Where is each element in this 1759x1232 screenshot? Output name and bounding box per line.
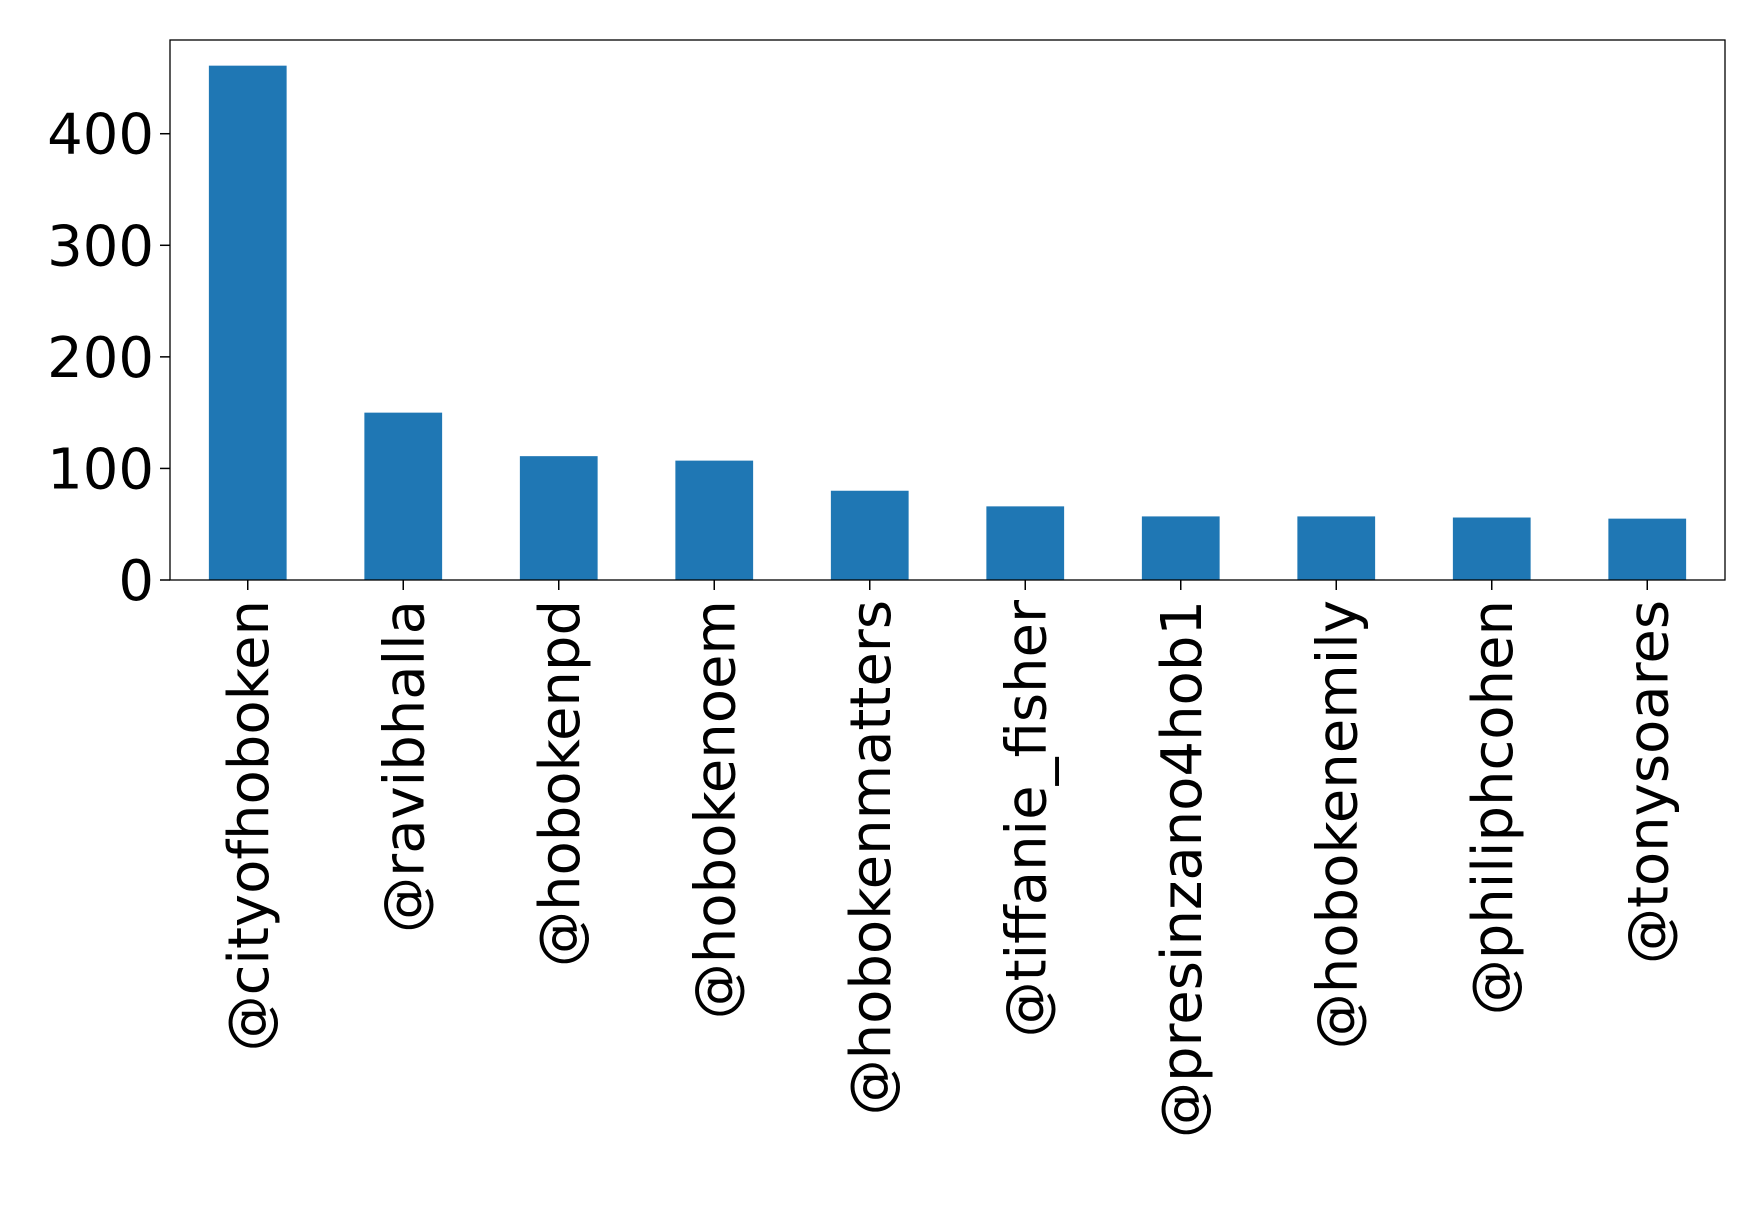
bar-hobokenoem: [675, 460, 754, 580]
x-tick-label: @presinzano4hob1: [1150, 600, 1215, 1138]
bar-presinzano4hob1: [1141, 516, 1220, 580]
x-tick-label: @tiffanie_fisher: [994, 599, 1059, 1037]
x-tick-label: @hobokenmatters: [839, 600, 904, 1115]
y-tick-label: 300: [47, 214, 154, 279]
bar-hobokenpd: [519, 456, 598, 580]
x-axis: @cityofhoboken @ravibhalla @hobokenpd @hobo…: [217, 580, 1681, 1138]
bar-cityofhoboken: [208, 65, 287, 581]
y-axis: 0 100 200 300 400: [47, 103, 170, 614]
x-tick-label: @hobokenemily: [1305, 600, 1370, 1049]
x-tick-label: @hobokenpd: [528, 600, 593, 967]
bar-hobokenemily: [1297, 516, 1376, 580]
bar-ravibhalla: [364, 412, 443, 580]
x-tick-label: @hobokenoem: [683, 600, 748, 1019]
x-tick-label: @ravibhalla: [372, 600, 437, 933]
bar-tiffanie-fisher: [986, 506, 1065, 580]
y-tick-label: 200: [47, 326, 154, 391]
bars-layer: [208, 65, 1687, 581]
bar-tonysoares: [1608, 518, 1687, 580]
y-tick-label: 400: [47, 103, 154, 168]
x-tick-label: @cityofhoboken: [217, 600, 282, 1051]
bar-philiphcohen: [1452, 517, 1531, 580]
x-tick-label: @philiphcohen: [1461, 600, 1526, 1015]
y-tick-label: 0: [118, 549, 154, 614]
x-tick-label: @tonysoares: [1616, 600, 1681, 964]
plot-frame: [169, 39, 1726, 581]
y-tick-label: 100: [47, 437, 154, 502]
bar-hobokenmatters: [830, 490, 909, 580]
